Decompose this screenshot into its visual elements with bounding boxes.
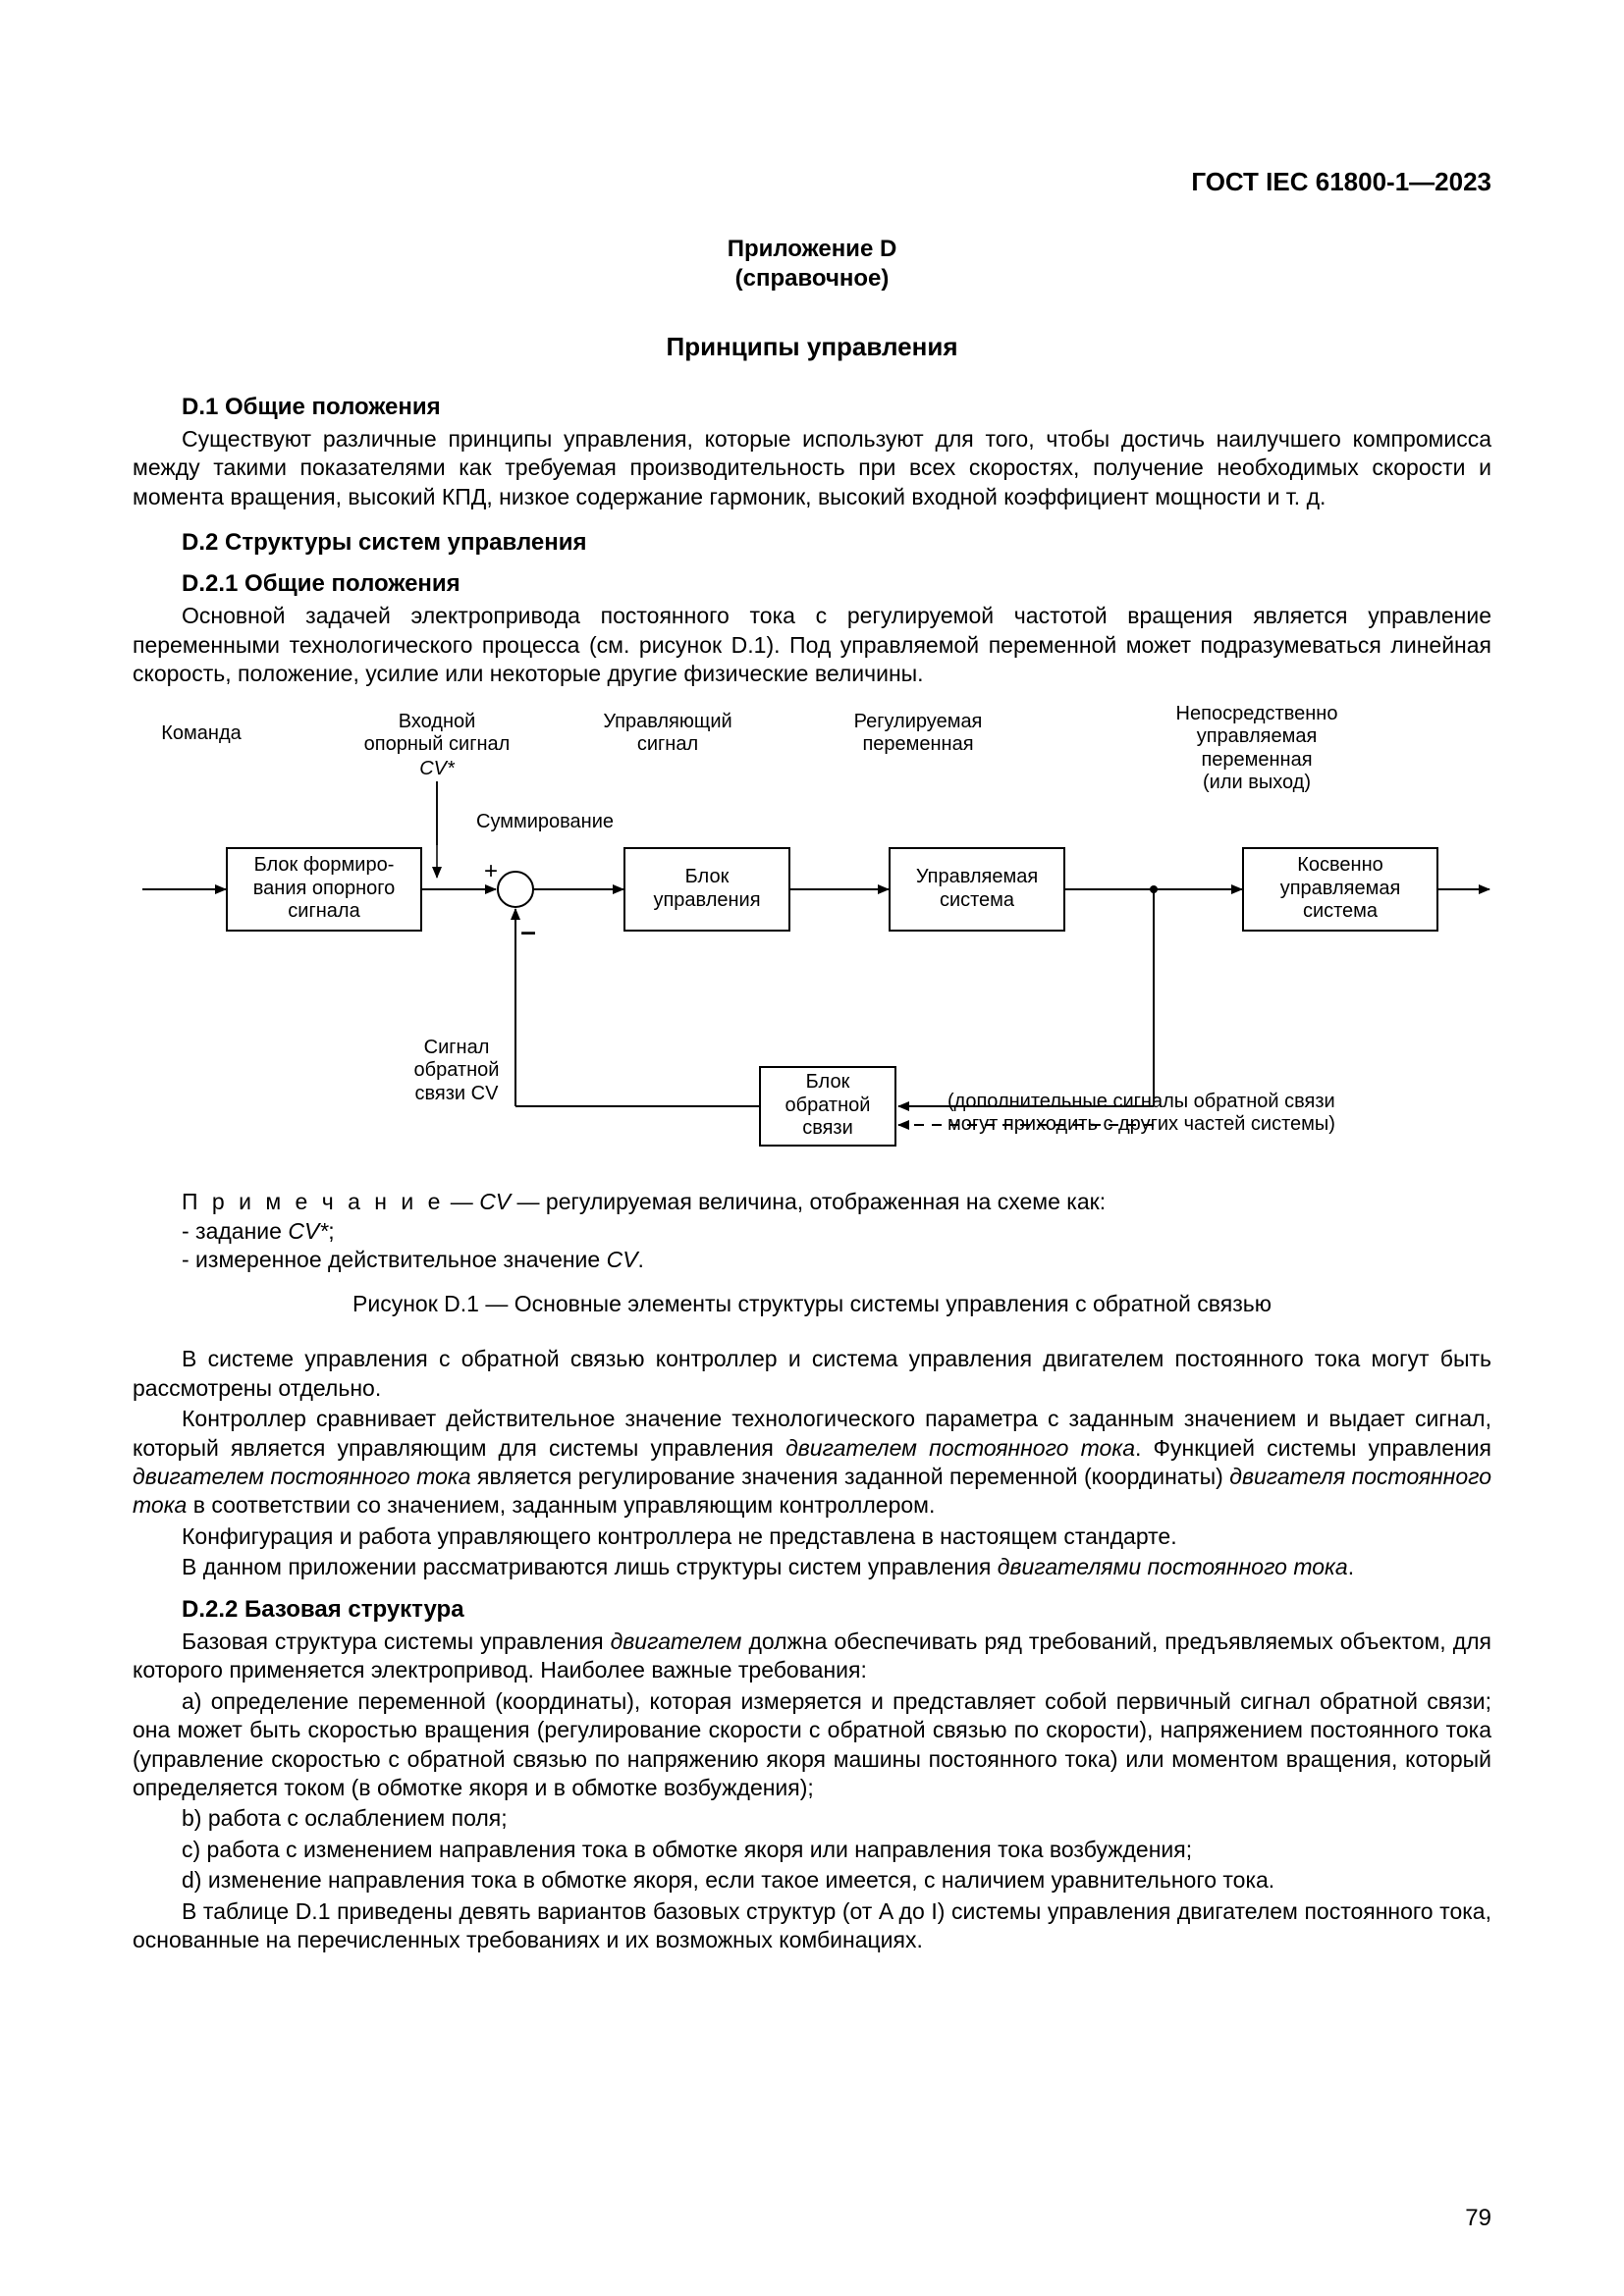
lbl-plus: + [481, 858, 501, 885]
d1-p1: Существуют различные принципы управления… [133, 425, 1491, 511]
af-p2c: . Функцией системы управления [1135, 1435, 1491, 1461]
d2-title: D.2 Структуры систем управления [182, 529, 1491, 557]
box-ctrl: Блокуправления [623, 847, 790, 932]
box-plant: Управляемаясистема [889, 847, 1065, 932]
page-number: 79 [1465, 2205, 1491, 2232]
note-i1c: ; [328, 1218, 334, 1244]
af-p1: В системе управления с обратной связью к… [133, 1345, 1491, 1403]
af-p2g: в соответствии со значением, заданным уп… [187, 1492, 935, 1518]
lbl-minus: – [518, 915, 538, 947]
af-p2e: является регулирование значения заданной… [471, 1464, 1230, 1489]
figure-caption: Рисунок D.1 — Основные элементы структур… [133, 1291, 1491, 1317]
d21-p1: Основной задачей электропривода постоянн… [133, 602, 1491, 688]
d1-title: D.1 Общие положения [182, 394, 1491, 421]
d22-p1a: Базовая структура системы управления [182, 1629, 611, 1654]
d22-c: c) работа с изменением направления тока … [133, 1836, 1491, 1864]
note-i2c: . [638, 1247, 644, 1272]
lbl-fb-sig: Сигналобратнойсвязи CV [388, 1037, 525, 1106]
page: ГОСТ IEC 61800-1—2023 Приложение D (спра… [0, 0, 1624, 2296]
af-p4b: двигателями постоянного тока [998, 1554, 1348, 1579]
d21-title: D.2.1 Общие положения [182, 570, 1491, 598]
af-p4c: . [1348, 1554, 1354, 1579]
box-ref-gen: Блок формиро-вания опорногосигнала [226, 847, 422, 932]
d22-p1b: двигателем [611, 1629, 742, 1654]
note-cv: CV [479, 1189, 511, 1214]
lbl-reg-var: Регулируемаяпеременная [820, 711, 1016, 757]
doc-code: ГОСТ IEC 61800-1—2023 [1191, 167, 1491, 197]
d22-a: a) определение переменной (координаты), … [133, 1687, 1491, 1803]
lbl-cmd: Команда [142, 722, 260, 746]
af-p4: В данном приложении рассматриваются лишь… [133, 1553, 1491, 1581]
annex-main-title: Принципы управления [133, 332, 1491, 362]
note-tail-a: — [444, 1189, 479, 1214]
af-p2: Контроллер сравнивает действительное зна… [133, 1405, 1491, 1521]
af-p4a: В данном приложении рассматриваются лишь… [182, 1554, 998, 1579]
note-tail-b: — регулируемая величина, отображенная на… [511, 1189, 1106, 1214]
note-i2b: CV [607, 1247, 638, 1272]
lbl-ctrl-sig: Управляющийсигнал [574, 711, 761, 757]
annex-kind: (справочное) [133, 265, 1491, 293]
note-i1b: CV* [288, 1218, 328, 1244]
lbl-cv-ref: Входнойопорный сигнал [344, 711, 530, 757]
note-lead: П р и м е ч а н и е [182, 1189, 444, 1214]
note-i2a: - измеренное действительное значение [182, 1247, 607, 1272]
d22-b: b) работа с ослаблением поля; [133, 1804, 1491, 1833]
lbl-cv-star: CV* [407, 758, 466, 781]
af-p3: Конфигурация и работа управляющего контр… [133, 1522, 1491, 1551]
af-p2b: двигателем постоянного тока [785, 1435, 1135, 1461]
d22-p1: Базовая структура системы управления дви… [133, 1628, 1491, 1685]
note-i1a: - задание [182, 1218, 288, 1244]
annex-title: Приложение D [133, 236, 1491, 263]
lbl-out-var: Непосредственноуправляемаяпеременная(или… [1134, 703, 1380, 795]
figure-d1: Блок формиро-вания опорногосигнала Блоку… [133, 703, 1491, 1174]
figure-note: П р и м е ч а н и е — CV — регулируемая … [182, 1188, 1491, 1276]
af-p2d: двигателем постоянного тока [133, 1464, 471, 1489]
d22-d: d) изменение направления тока в обмотке … [133, 1866, 1491, 1895]
d22-p2: В таблице D.1 приведены девять вариантов… [133, 1897, 1491, 1955]
box-indirect: Косвенноуправляемаясистема [1242, 847, 1438, 932]
lbl-sum: Суммирование [476, 811, 643, 834]
lbl-extra-fb: (дополнительные сигналы обратной связимо… [947, 1091, 1438, 1137]
box-fb-unit: Блокобратнойсвязи [759, 1066, 896, 1147]
d22-title: D.2.2 Базовая структура [182, 1596, 1491, 1624]
